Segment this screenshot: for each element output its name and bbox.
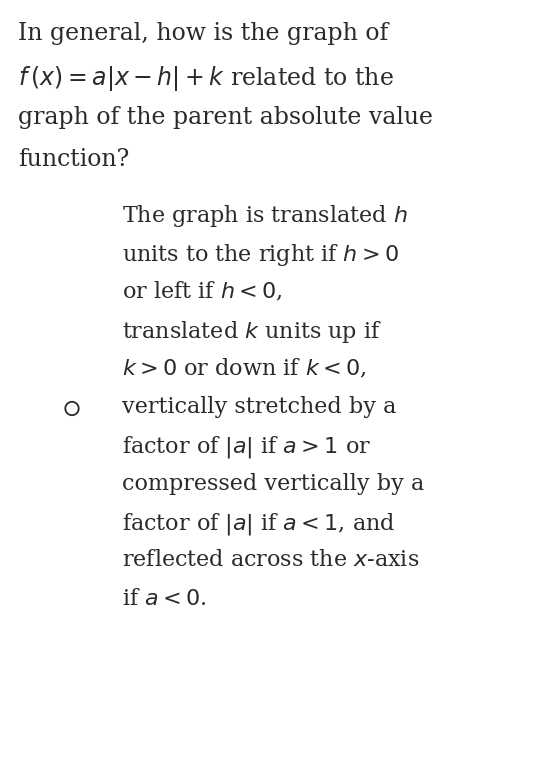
Text: compressed vertically by a: compressed vertically by a bbox=[122, 473, 424, 495]
Text: units to the right if $\mathit{h} > 0$: units to the right if $\mathit{h} > 0$ bbox=[122, 241, 399, 267]
Text: translated $\mathit{k}$ units up if: translated $\mathit{k}$ units up if bbox=[122, 319, 382, 344]
Text: or left if $\mathit{h} < 0$,: or left if $\mathit{h} < 0$, bbox=[122, 280, 282, 303]
Text: $f\,(x) = a|x - h| + k$ related to the: $f\,(x) = a|x - h| + k$ related to the bbox=[18, 64, 394, 93]
Text: The graph is translated $\mathit{h}$: The graph is translated $\mathit{h}$ bbox=[122, 203, 408, 229]
Text: reflected across the $x$-axis: reflected across the $x$-axis bbox=[122, 549, 419, 572]
Text: factor of $|\mathit{a}|$ if $\mathit{a} < 1$, and: factor of $|\mathit{a}|$ if $\mathit{a} … bbox=[122, 511, 395, 537]
Text: $\mathit{k} > 0$ or down if $\mathit{k} < 0$,: $\mathit{k} > 0$ or down if $\mathit{k} … bbox=[122, 357, 366, 380]
Text: function?: function? bbox=[18, 148, 129, 171]
Text: In general, how is the graph of: In general, how is the graph of bbox=[18, 22, 388, 45]
Text: factor of $|\mathit{a}|$ if $\mathit{a} > 1$ or: factor of $|\mathit{a}|$ if $\mathit{a} … bbox=[122, 434, 371, 460]
Text: vertically stretched by a: vertically stretched by a bbox=[122, 396, 396, 418]
Text: graph of the parent absolute value: graph of the parent absolute value bbox=[18, 106, 433, 129]
Text: if $\mathit{a} < 0$.: if $\mathit{a} < 0$. bbox=[122, 588, 206, 610]
